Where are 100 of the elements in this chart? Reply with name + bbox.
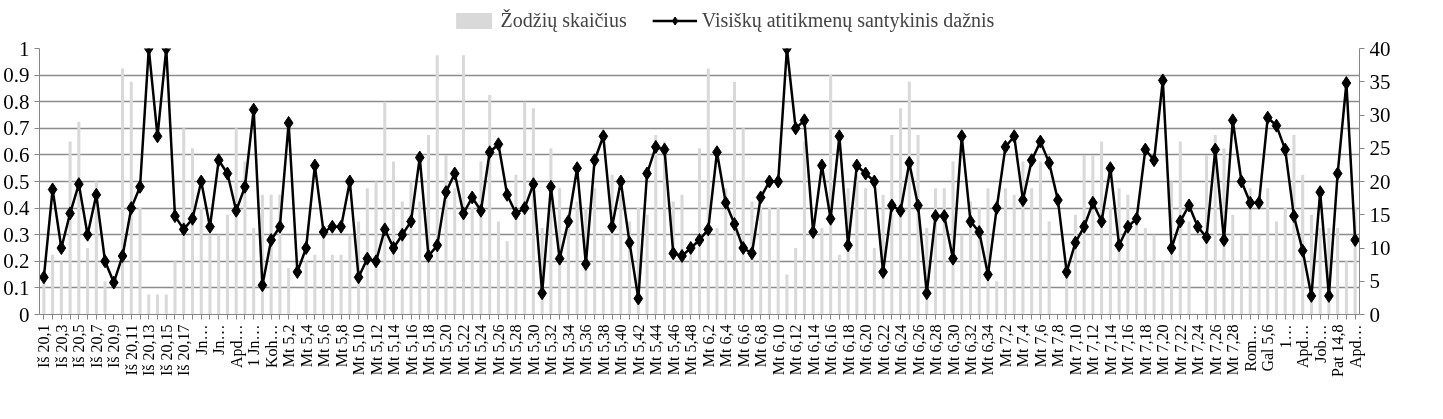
bar [252,228,256,315]
bar [1030,188,1034,315]
x-tick-label: Mt 5,12 [367,324,385,376]
bar [59,261,63,315]
bar [575,201,579,315]
bar [225,214,229,315]
x-tick-label: Mt 6,16 [822,324,840,376]
bar [872,248,876,315]
x-tick-label: Mt 7,14 [1101,324,1119,376]
x-tick-label: Mt 5,30 [524,324,542,376]
x-tick-label: Mt 7,16 [1119,324,1137,376]
y-tick-label: 0.3 [3,222,30,247]
y2-tick-label: 10 [1369,236,1391,260]
x-tick-label: Mt 5,46 [664,324,682,376]
bar [1047,221,1051,315]
bar [217,234,221,315]
bar [1108,208,1112,315]
bar [173,261,177,315]
x-tick-label: Mt 7,18 [1136,324,1154,376]
y-tick-label: 0.8 [3,89,30,114]
bar [496,221,500,315]
x-tick-label: Mt 5,32 [542,324,560,376]
bar [1003,188,1007,315]
bar [1161,261,1165,315]
x-tick-label: Iš 20,5 [70,324,88,369]
y-tick-label: 0.7 [3,116,30,141]
x-tick-label: Iš 20,3 [52,324,70,369]
bar [837,254,841,315]
x-tick-label: Mt 5,48 [682,324,700,376]
x-tick-label: Mt 5,8 [332,324,350,368]
x-tick-label: Mt 6,2 [699,324,717,368]
bar [802,141,806,315]
x-tick-label: Mt 5,14 [385,324,403,376]
y2-tick-label: 35 [1369,69,1391,94]
bar [348,234,352,315]
x-tick-label: Mt 5,16 [402,324,420,376]
bar [1239,234,1244,315]
bar [794,248,798,315]
bar [313,254,317,315]
x-tick-label: Mt 6,24 [892,324,910,376]
x-tick-label: Iš 20,15 [157,324,175,377]
bar [51,254,55,315]
x-tick-label: Mt 6,34 [979,324,997,376]
bar [960,234,964,315]
x-tick-label: Mt 7,2 [996,324,1014,368]
x-tick-label: Mt 5,44 [647,324,665,376]
bar [601,234,605,315]
x-tick-label: Mt 7,22 [1171,324,1189,376]
x-tick-label: Mt 5,6 [315,324,333,368]
y2-tick-label: 30 [1369,103,1391,127]
x-tick-label: Mt 6,26 [909,324,927,376]
x-tick-label: 1 Jn… [245,324,263,367]
x-tick-label: Mt 5,26 [489,324,507,376]
bar [1336,228,1340,315]
bar [155,294,160,315]
x-tick-label: Jn… [192,324,210,355]
bar [164,294,168,315]
x-tick-label: Mt 6,10 [769,324,787,376]
x-tick-label: Mt 5,4 [297,324,315,368]
x-tick-label: Pat 14,8 [1329,324,1347,377]
bar [1038,161,1042,315]
y-tick-label: 0.1 [3,275,30,300]
x-tick-label: Mt 6,18 [839,324,857,376]
x-tick-label: Iš 20,9 [105,324,123,369]
bar [715,228,719,315]
x-tick-label: Mt 6,14 [804,324,822,376]
bar [86,248,90,315]
y-tick-label: 0.2 [3,249,30,274]
bar [1318,228,1322,315]
x-tick-label: Apd… [1294,324,1313,369]
x-tick-label: Iš 20,13 [140,324,158,377]
y2-tick-label: 0 [1369,302,1380,327]
x-tick-label: Mt 7,4 [1014,324,1032,368]
x-tick-label: Mt 5,36 [577,324,595,376]
x-tick-label: Mt 5,20 [437,324,455,376]
x-tick-label: Mt 7,26 [1206,324,1224,376]
x-tick-label: Apd… [1346,324,1365,369]
y-tick-label: 0.9 [3,63,30,88]
bar [470,208,474,315]
bar [1152,234,1156,315]
bar [453,188,457,315]
bar [1231,214,1235,315]
x-tick-label: Iš 20,7 [87,324,105,369]
x-tick-label: Mt 6,20 [857,324,875,376]
bar [593,188,597,315]
bar [199,208,203,315]
bar [418,201,422,315]
x-tick-label: Mt 5,2 [280,324,298,368]
x-tick-label: Mt 6,28 [927,324,945,376]
bar [330,254,334,315]
bar [1012,194,1016,315]
bar [820,228,824,315]
y-tick-label: 0.4 [3,196,30,221]
x-tick-label: Mt 5,10 [350,324,368,376]
x-tick-label: Iš 20,17 [175,324,193,377]
x-tick-label: Mt 7,8 [1049,324,1067,368]
y-tick-label: 0 [19,302,30,327]
bar [147,294,151,315]
x-tick-label: Mt 7,28 [1224,324,1242,376]
x-tick-label: Mt 5,28 [507,324,525,376]
